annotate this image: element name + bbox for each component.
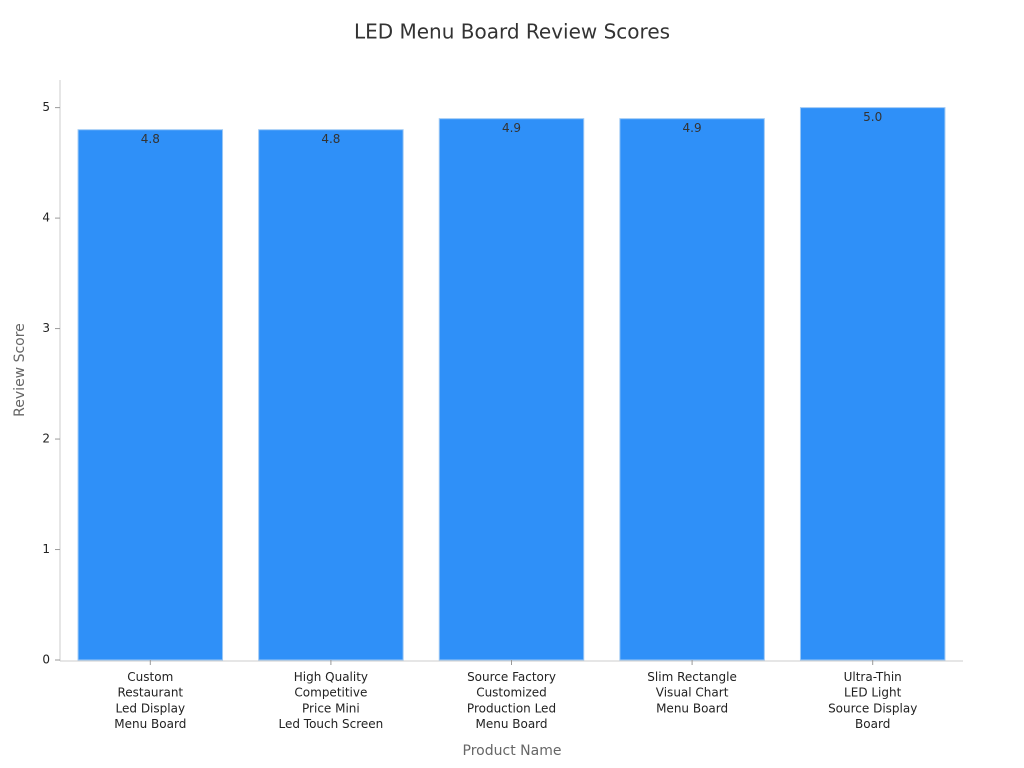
y-tick-label: 0 bbox=[42, 653, 50, 667]
x-tick-label: Source Factory Customized Production Led Me… bbox=[467, 670, 556, 731]
chart-title: LED Menu Board Review Scores bbox=[354, 20, 670, 44]
x-tick-label-line: Menu Board bbox=[656, 701, 728, 715]
x-tick-label: High Quality Competitive Price Mini Led Tou… bbox=[278, 670, 383, 731]
bar bbox=[77, 129, 224, 661]
value-label: 4.9 bbox=[502, 121, 521, 135]
x-axis-label: Product Name bbox=[463, 743, 562, 759]
bar bbox=[799, 107, 946, 661]
y-tick-label: 2 bbox=[42, 432, 50, 446]
x-tick-label-line: Restaurant bbox=[117, 685, 183, 699]
x-tick-label: Slim Rectangle Visual Chart Menu Board bbox=[647, 670, 737, 715]
y-tick-label: 4 bbox=[42, 211, 50, 225]
value-label: 4.8 bbox=[321, 132, 340, 146]
value-label: 5.0 bbox=[863, 110, 882, 124]
y-tick-label: 1 bbox=[42, 542, 50, 556]
x-tick-label-line: Menu Board bbox=[114, 717, 186, 731]
x-tick-label-line: Price Mini bbox=[302, 701, 360, 715]
y-tick-label: 5 bbox=[42, 100, 50, 114]
y-axis-label: Review Score bbox=[12, 323, 28, 417]
bar bbox=[258, 129, 404, 661]
x-tick-label-line: Led Display bbox=[116, 701, 186, 715]
x-tick-label-line: Visual Chart bbox=[656, 685, 729, 699]
x-tick-label-line: Competitive bbox=[294, 685, 367, 699]
value-label: 4.9 bbox=[683, 121, 702, 135]
x-tick-label-line: High Quality bbox=[294, 670, 368, 684]
x-tick-label: Ultra-Thin LED Light Source Display Board bbox=[828, 670, 917, 731]
bar bbox=[619, 118, 765, 661]
x-tick-label-line: Menu Board bbox=[475, 717, 547, 731]
value-label: 4.8 bbox=[141, 132, 160, 146]
x-tick-label: Custom Restaurant Led Display Menu Board bbox=[114, 670, 186, 731]
x-tick-label-line: LED Light bbox=[844, 685, 902, 699]
bar bbox=[438, 118, 585, 661]
x-tick-label-line: Source Display bbox=[828, 701, 917, 715]
y-tick-label: 3 bbox=[42, 321, 50, 335]
x-tick-label-line: Led Touch Screen bbox=[278, 717, 383, 731]
x-tick-label-line: Ultra-Thin bbox=[844, 670, 902, 684]
x-tick-label-line: Production Led bbox=[467, 701, 556, 715]
x-tick-label-line: Board bbox=[855, 717, 890, 731]
x-tick-label-line: Custom bbox=[127, 670, 173, 684]
x-tick-label-line: Source Factory bbox=[467, 670, 556, 684]
x-tick-label-line: Customized bbox=[476, 685, 547, 699]
x-tick-label-line: Slim Rectangle bbox=[647, 670, 737, 684]
